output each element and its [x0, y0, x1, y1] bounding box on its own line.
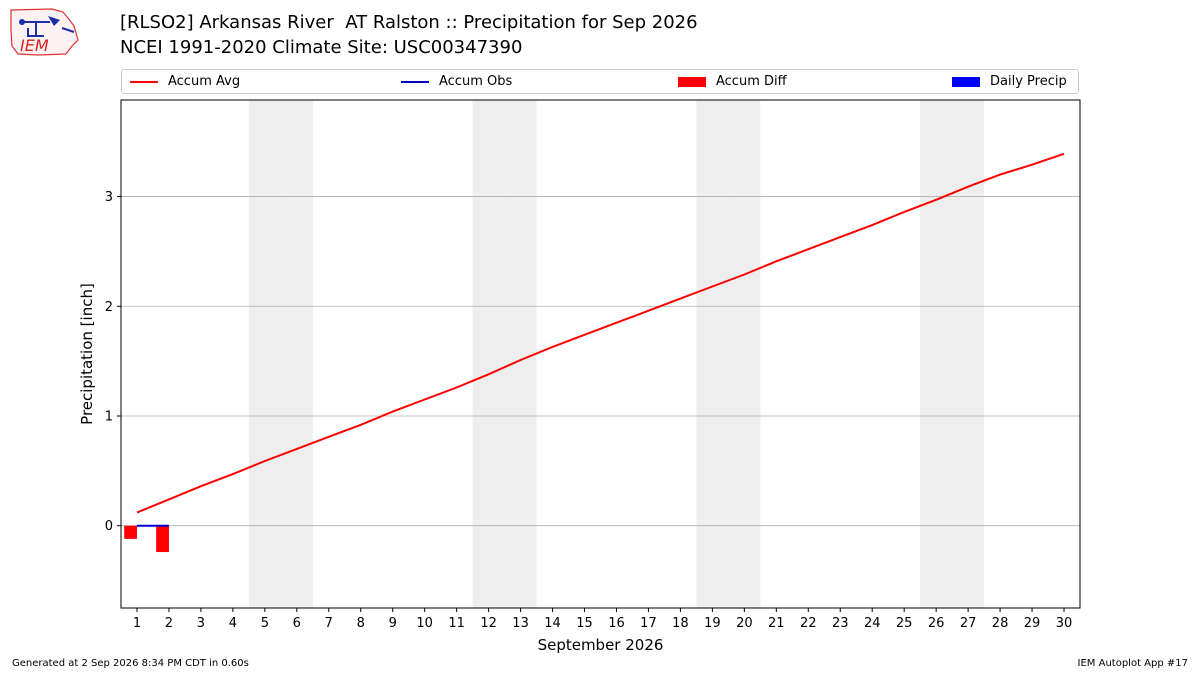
x-tick-label-1: 1	[133, 616, 141, 631]
x-tick-label-16: 16	[608, 616, 625, 631]
x-tick-label-10: 10	[416, 616, 433, 631]
legend: Accum Avg Accum Obs Accum Diff Daily Pre…	[121, 69, 1079, 94]
x-tick-label-8: 8	[357, 616, 365, 631]
x-tick-label-23: 23	[832, 616, 849, 631]
bars	[124, 525, 169, 553]
x-tick-label-20: 20	[736, 616, 753, 631]
bar-series-2-day-1	[124, 525, 137, 539]
legend-accum-avg: Accum Avg	[130, 70, 240, 93]
x-tick-label-6: 6	[293, 616, 301, 631]
x-tick-label-26: 26	[928, 616, 945, 631]
grid-lines	[121, 196, 1080, 527]
plot-frame	[120, 99, 1081, 609]
weekend-shade-day-19	[696, 100, 729, 608]
x-tick-label-30: 30	[1056, 616, 1073, 631]
legend-accum-diff: Accum Diff	[678, 70, 787, 93]
x-tick-label-5: 5	[261, 616, 269, 631]
x-tick-label-4: 4	[229, 616, 237, 631]
x-tick-label-29: 29	[1024, 616, 1041, 631]
generated-timestamp: Generated at 2 Sep 2026 8:34 PM CDT in 0…	[12, 658, 249, 669]
iem-logo-icon: IEM	[10, 8, 79, 56]
x-tick-label-2: 2	[165, 616, 173, 631]
x-tick-label-19: 19	[704, 616, 721, 631]
x-tick-label-3: 3	[197, 616, 205, 631]
chart-subtitle: NCEI 1991-2020 Climate Site: USC00347390	[120, 37, 523, 58]
x-tick-label-28: 28	[992, 616, 1009, 631]
legend-daily-precip-label: Daily Precip	[990, 74, 1067, 89]
weekend-shade-day-20	[728, 100, 761, 608]
legend-accum-obs-swatch	[401, 80, 429, 83]
y-tick-label-0: 0	[105, 519, 113, 534]
x-axis-label: September 2026	[538, 636, 664, 654]
legend-daily-precip-swatch	[952, 76, 980, 87]
x-tick-label-11: 11	[448, 616, 465, 631]
x-tick-label-15: 15	[576, 616, 593, 631]
weekend-shade-day-12	[472, 100, 505, 608]
x-tick-label-27: 27	[960, 616, 977, 631]
x-tick-label-22: 22	[800, 616, 817, 631]
legend-daily-precip: Daily Precip	[952, 70, 1067, 93]
line-series-0	[136, 152, 1065, 514]
x-tick-label-9: 9	[389, 616, 397, 631]
y-tick-label-1: 1	[105, 409, 113, 424]
x-tick-label-24: 24	[864, 616, 881, 631]
x-tick-label-21: 21	[768, 616, 785, 631]
x-tick-label-13: 13	[512, 616, 529, 631]
logo-text: IEM	[20, 36, 49, 55]
x-tick-label-7: 7	[325, 616, 333, 631]
chart-title: [RLSO2] Arkansas River AT Ralston :: Pre…	[120, 12, 698, 33]
legend-accum-avg-label: Accum Avg	[168, 74, 241, 89]
weekend-shade-day-27	[952, 100, 985, 608]
legend-accum-obs-label: Accum Obs	[439, 74, 513, 89]
x-tick-label-14: 14	[544, 616, 561, 631]
x-tick-label-18: 18	[672, 616, 689, 631]
series-lines	[136, 152, 1065, 527]
weekend-shade-day-5	[248, 100, 281, 608]
y-tick-label-3: 3	[105, 190, 113, 205]
x-tick-label-17: 17	[640, 616, 657, 631]
y-tick-label-2: 2	[105, 300, 113, 315]
app-id: IEM Autoplot App #17	[1077, 658, 1188, 669]
legend-accum-diff-swatch	[678, 76, 706, 87]
weekend-shading	[248, 100, 985, 608]
bar-series-2-day-2	[156, 525, 169, 553]
weekend-shade-day-26	[920, 100, 953, 608]
legend-accum-diff-label: Accum Diff	[716, 74, 787, 89]
legend-accum-obs: Accum Obs	[401, 70, 512, 93]
x-tick-label-12: 12	[480, 616, 497, 631]
weekend-shade-day-6	[280, 100, 313, 608]
x-tick-label-25: 25	[896, 616, 913, 631]
legend-accum-avg-swatch	[130, 80, 158, 83]
y-axis-label: Precipitation [inch]	[78, 283, 96, 425]
weekend-shade-day-13	[504, 100, 537, 608]
